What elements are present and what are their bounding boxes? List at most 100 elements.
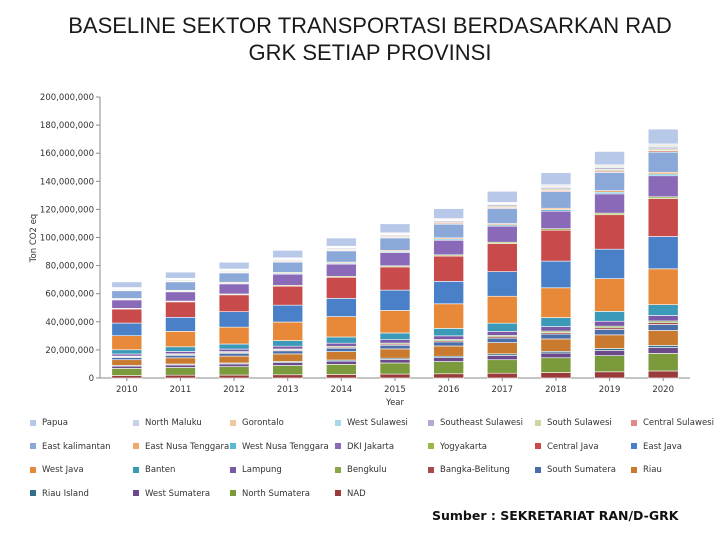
y-tick-label: 40,000,000 — [45, 318, 94, 328]
bar-segment-north-sumatera — [218, 366, 250, 376]
bar-segment-nad — [379, 373, 411, 379]
bar-segment-dki-jakarta — [326, 263, 357, 277]
chart-title: BASELINE SEKTOR TRANSPORTASI BERDASARKAN… — [0, 12, 720, 66]
bar-segment-west-java — [165, 331, 196, 348]
legend-label: Riau Island — [42, 488, 89, 499]
legend-label: Bengkulu — [347, 465, 387, 475]
legend-label: Bangka-Belitung — [440, 465, 510, 475]
bar-segment-riau — [647, 330, 679, 346]
bar-segment-papua — [433, 208, 464, 219]
bar-segment-papua — [218, 261, 250, 270]
bar-segment-south-sumatera — [540, 333, 572, 340]
bar-segment-east-kalimantan — [433, 223, 464, 239]
legend-item-west-nusa-tenggara: West Nusa Tenggara — [230, 442, 329, 452]
y-tick-label: 140,000,000 — [40, 177, 94, 187]
bar-segment-riau — [272, 353, 304, 362]
legend-swatch — [335, 490, 341, 496]
bar-segment-south-sumatera — [218, 352, 250, 357]
bar-segment-south-sumatera — [165, 355, 196, 359]
bar-segment-east-java — [165, 317, 196, 332]
bar-segment-south-sumatera — [433, 341, 464, 347]
legend-swatch — [230, 490, 236, 496]
legend-label: North Maluku — [145, 418, 202, 428]
bar-segment-east-java — [594, 248, 625, 279]
y-axis-label: Ton CO2 eq — [29, 214, 39, 263]
bar-segment-west-sumatera — [486, 355, 518, 361]
legend-swatch — [335, 443, 341, 449]
bar-segment-dki-jakarta — [111, 299, 143, 309]
bar-segment-central-java — [111, 308, 143, 324]
legend-label: Central Sulawesi — [643, 418, 714, 428]
bar-segment-north-sumatera — [647, 353, 679, 372]
legend-label: South Sumatera — [547, 465, 616, 475]
legend-swatch — [535, 443, 541, 449]
bar-segment-east-kalimantan — [647, 151, 679, 173]
legend-swatch — [230, 419, 236, 426]
bar-segment-east-kalimantan — [540, 191, 572, 209]
legend-label: East kalimantan — [42, 441, 111, 452]
legend-swatch — [133, 443, 139, 449]
legend-swatch — [30, 490, 36, 496]
bar-segment-lampung — [165, 351, 196, 355]
bar-segment-north-sumatera — [326, 364, 357, 375]
bar-segment-banten — [272, 340, 304, 347]
x-tick-label: 2014 — [331, 385, 353, 395]
chart-title-line-2: GRK SETIAP PROVINSI — [248, 40, 492, 65]
bar-segment-papua — [326, 237, 357, 247]
bar-segment-riau — [433, 345, 464, 357]
legend-label: Gorontalo — [242, 418, 284, 428]
bar-segment-east-kalimantan — [218, 272, 250, 283]
bar-segment-west-sumatera — [111, 365, 143, 369]
bar-segment-lampung — [433, 335, 464, 340]
bar-segment-central-java — [486, 243, 518, 272]
bar-segment-north-sumatera — [379, 362, 411, 375]
legend-item-north-maluku: North Maluku — [133, 418, 202, 428]
bar-segment-nad — [486, 372, 518, 379]
legend-swatch — [133, 419, 139, 426]
legend-item-bengkulu: Bengkulu — [335, 465, 387, 475]
bar-segment-dki-jakarta — [647, 175, 679, 198]
bar-segment-east-java — [218, 311, 250, 328]
legend-swatch — [133, 466, 139, 473]
x-tick-label: 2018 — [545, 385, 567, 395]
legend-item-dki-jakarta: DKI Jakarta — [335, 442, 394, 452]
y-tick-label: 200,000,000 — [40, 93, 94, 103]
bar-segment-banten — [326, 336, 357, 344]
bar-segment-papua — [647, 128, 679, 145]
bar-segment-riau — [326, 351, 357, 361]
bar-segment-riau — [379, 348, 411, 359]
legend-label: Yogyakarta — [440, 441, 487, 452]
bar-segment-nad — [218, 374, 250, 379]
bar-segment-dki-jakarta — [594, 193, 625, 214]
legend-item-lampung: Lampung — [230, 465, 282, 475]
bar-segment-papua — [486, 190, 518, 203]
bar-segment-north-sumatera — [433, 361, 464, 375]
y-tick-label: 0 — [89, 374, 94, 384]
bar-segment-banten — [486, 322, 518, 332]
legend-swatch — [335, 466, 341, 473]
legend-label: North Sumatera — [242, 488, 311, 499]
bar-segment-south-sumatera — [594, 329, 625, 336]
bar-segment-north-sumatera — [111, 368, 143, 376]
legend-item-banten: Banten — [133, 465, 175, 475]
x-tick-label: 2015 — [384, 385, 406, 395]
legend-swatch — [631, 443, 637, 449]
y-tick-label: 60,000,000 — [45, 290, 94, 300]
legend-item-south-sumatera: South Sumatera — [535, 465, 616, 475]
bar-segment-central-java — [218, 294, 250, 312]
bar-segment-papua — [111, 281, 143, 288]
x-tick-label: 2013 — [277, 385, 299, 395]
bar-segment-riau — [111, 359, 143, 366]
legend-label: Banten — [145, 465, 176, 475]
x-tick-label: 2017 — [491, 385, 513, 395]
bar-segment-west-sumatera — [379, 359, 411, 364]
bar-segment-lampung — [272, 345, 304, 350]
bar-segment-riau — [165, 357, 196, 365]
bar-segment-banten — [379, 332, 411, 340]
bar-segment-dki-jakarta — [540, 210, 572, 230]
bar-segment-west-sumatera — [540, 352, 572, 359]
bar-segment-riau — [218, 355, 250, 364]
bar-segment-dki-jakarta — [218, 283, 250, 295]
bar-segment-east-java — [540, 260, 572, 289]
bar-segment-east-java — [486, 271, 518, 297]
